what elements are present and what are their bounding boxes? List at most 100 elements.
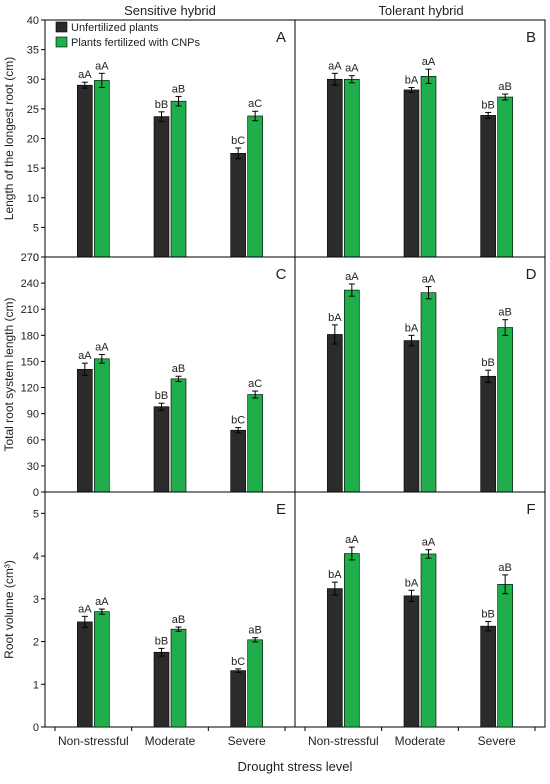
y-tick-label: 0 xyxy=(33,487,39,499)
panel-letter: D xyxy=(526,266,537,283)
bar-fertilized xyxy=(170,378,187,493)
bar-fertilized xyxy=(344,553,360,728)
y-tick-label: 10 xyxy=(27,193,39,205)
panel-d: DbA aA bA aA bB aB xyxy=(294,256,546,493)
y-tick-label: 90 xyxy=(27,409,39,421)
significance-label: aA xyxy=(328,60,342,72)
y-tick-label: 5 xyxy=(33,508,39,520)
significance-label: aB xyxy=(498,81,511,93)
y-tick-label: 180 xyxy=(21,330,39,342)
bar-unfertilized xyxy=(153,116,170,258)
panel-a: 0 5 10 15 20 25 30 35 40 Length of the longest ro… xyxy=(2,15,296,264)
bar-unfertilized xyxy=(327,334,343,493)
x-tick-label: Moderate xyxy=(145,734,196,748)
legend-swatch xyxy=(55,36,68,48)
significance-label: aB xyxy=(172,83,185,95)
y-tick-label: 4 xyxy=(33,551,39,563)
bar-fertilized xyxy=(247,639,263,728)
bar-fertilized xyxy=(497,327,513,493)
bar-fertilized xyxy=(170,100,187,258)
bar-fertilized xyxy=(420,553,437,728)
significance-label: aB xyxy=(172,614,185,626)
y-axis-label: Length of the longest root (cm) xyxy=(2,57,16,220)
bar-unfertilized xyxy=(403,595,420,728)
x-tick-label: Severe xyxy=(478,734,516,748)
bar-fertilized xyxy=(170,628,187,728)
bar-fertilized xyxy=(344,78,360,258)
y-tick-label: 15 xyxy=(27,163,39,175)
bar-unfertilized xyxy=(230,429,246,493)
bar-unfertilized xyxy=(480,375,496,493)
significance-label: bA xyxy=(328,312,342,324)
legend-label: Plants fertilized with CNPs xyxy=(71,37,200,49)
panel-letter: B xyxy=(526,29,536,46)
significance-label: bB xyxy=(155,635,168,647)
significance-label: aB xyxy=(248,625,261,637)
significance-label: aB xyxy=(172,363,185,375)
y-tick-label: 150 xyxy=(21,356,39,368)
significance-label: aC xyxy=(248,378,262,390)
significance-label: bC xyxy=(231,415,245,427)
y-tick-label: 30 xyxy=(27,461,39,473)
significance-label: bB xyxy=(155,390,168,402)
bar-fertilized xyxy=(497,96,513,258)
bar-unfertilized xyxy=(480,115,496,258)
legend-swatch xyxy=(55,21,68,33)
y-tick-label: 1 xyxy=(33,679,39,691)
bar-unfertilized xyxy=(327,588,343,728)
y-tick-label: 25 xyxy=(27,104,39,116)
y-tick-label: 210 xyxy=(21,304,39,316)
y-tick-label: 40 xyxy=(27,15,39,27)
bar-fertilized xyxy=(344,289,360,493)
bar-unfertilized xyxy=(327,78,343,258)
significance-label: bB xyxy=(155,99,168,111)
significance-label: bB xyxy=(481,357,494,369)
y-tick-label: 2 xyxy=(33,637,39,649)
bar-fertilized xyxy=(420,75,437,258)
bar-fertilized xyxy=(247,115,263,258)
panel-letter: E xyxy=(276,501,286,518)
significance-label: bC xyxy=(231,656,245,668)
significance-label: bA xyxy=(405,577,419,589)
x-tick-label: Non-stressful xyxy=(58,734,129,748)
significance-label: aA xyxy=(78,69,92,81)
significance-label: aA xyxy=(345,271,359,283)
y-tick-label: 270 xyxy=(21,252,39,264)
panel-c: 0 30 60 90 120 150 180 210 240 270 Total root syst… xyxy=(2,252,296,499)
bar-fertilized xyxy=(247,394,263,493)
bar-unfertilized xyxy=(230,153,246,258)
significance-label: aA xyxy=(95,596,109,608)
bar-unfertilized xyxy=(153,406,170,493)
significance-label: aB xyxy=(498,562,511,574)
y-tick-label: 3 xyxy=(33,594,39,606)
x-tick-label: Moderate xyxy=(395,734,446,748)
panel-letter: C xyxy=(276,266,287,283)
significance-label: aB xyxy=(498,307,511,319)
panel-frame xyxy=(294,491,546,728)
y-tick-label: 0 xyxy=(33,722,39,734)
significance-label: bA xyxy=(328,569,342,581)
y-tick-label: 30 xyxy=(27,74,39,86)
x-tick-label: Severe xyxy=(228,734,266,748)
bar-fertilized xyxy=(94,611,110,728)
bar-unfertilized xyxy=(77,84,93,258)
y-tick-label: 60 xyxy=(27,435,39,447)
bar-fertilized xyxy=(420,292,437,493)
column-title-tolerant: Tolerant hybrid xyxy=(378,3,463,18)
panel-letter: F xyxy=(526,501,535,518)
legend: Unfertilized plants Plants fertilized wit… xyxy=(55,21,200,49)
y-tick-label: 0 xyxy=(33,252,39,264)
significance-label: aA xyxy=(422,537,436,549)
x-axis-label: Drought stress level xyxy=(238,759,353,774)
significance-label: bA xyxy=(405,75,419,87)
significance-label: aA xyxy=(422,56,436,68)
significance-label: aA xyxy=(345,534,359,546)
y-axis-label: Root volume (cm³) xyxy=(2,560,16,659)
y-tick-label: 20 xyxy=(27,134,39,146)
bar-unfertilized xyxy=(403,89,420,258)
y-axis-label: Total root system length (cm) xyxy=(2,297,16,451)
column-title-sensitive: Sensitive hybrid xyxy=(124,3,216,18)
